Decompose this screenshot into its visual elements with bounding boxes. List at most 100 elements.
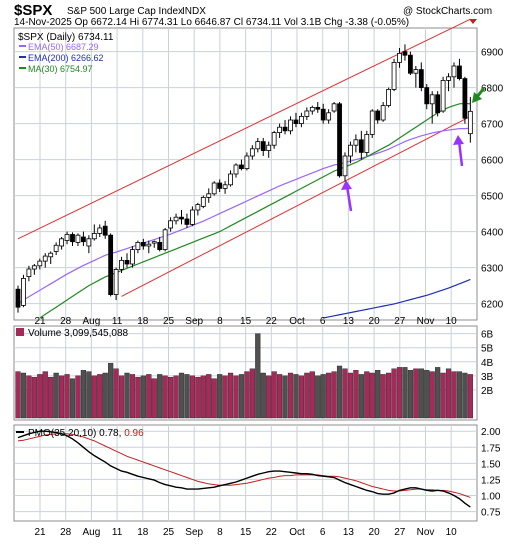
ma30-swatch [19,67,26,69]
ma30-legend: MA(30) 6754.97 [28,64,93,74]
candle-body [206,193,212,198]
candle-body [26,268,32,278]
candle-body [168,220,174,229]
volume-bar [413,368,419,419]
volume-bar [59,375,65,419]
candle-body [48,252,54,258]
price-tick-label: 6400 [481,228,504,239]
volume-bar [287,372,294,419]
candle-body [244,155,250,169]
price-legend: $SPX (Daily) 6734.11 EMA(50) 6687.29 EMA… [18,32,114,74]
candle-body [467,110,473,135]
volume-bar [69,378,76,419]
date-tick-label-bottom: Sep [185,527,203,538]
candle-body [457,65,462,79]
date-tick-label: 10 [446,316,458,327]
volume-bar [31,377,37,419]
candle-body [173,216,179,222]
date-tick-label: 13 [343,316,355,327]
volume-bar [320,374,326,419]
pmo-lines [17,430,471,508]
volume-bar [255,333,261,419]
candle-body [282,126,288,132]
candle-body [239,164,244,169]
volume-bar [20,372,27,419]
volume-bar [108,362,114,419]
price-tick-label: 6500 [481,192,504,203]
ema200-swatch [19,56,26,58]
candle-body [342,155,348,177]
volume-bar [249,368,255,419]
volume-bar [440,372,446,419]
date-axis: 21 28 Aug 11 18 25 Sep 8 15 22 Oct 6 13 20 27 Nov 10 21 28… [34,316,457,538]
candle-body [386,89,392,107]
price-tick-label: 6800 [481,84,504,95]
volume-bar [369,372,375,419]
volume-bar [167,377,174,419]
volume-bar [151,378,157,419]
candle-body [418,69,424,88]
volume-bar [15,371,21,419]
volume-bar [124,372,130,419]
candle-body [304,110,310,117]
candle-body [413,69,419,74]
candle-body [184,218,190,225]
volume-bar [435,367,441,419]
candle-body [397,53,402,63]
volume-bar [195,377,201,419]
candle-body [15,288,21,308]
candle-body [249,148,255,157]
candle-body [331,103,337,112]
candle-body [407,54,413,74]
ema50-legend: EMA(50) 6687.29 [28,42,99,52]
date-tick-label: Aug [83,316,101,327]
volume-bar [353,369,359,419]
candle-body [86,238,92,247]
candle-body [200,196,206,207]
date-tick-label: 20 [369,316,381,327]
candle-body [446,76,451,81]
volume-bar [233,375,239,419]
candle-body [179,216,184,220]
pmo-title: PMO(35,20,10) 0.78, 0.96 [28,428,144,439]
candle-body [375,110,381,121]
candle-body [348,144,353,157]
pmo-tick-label: 1.25 [481,475,501,486]
volume-bar [298,375,305,419]
candle-body [81,236,86,243]
volume-bar [326,372,332,419]
candle-body [315,107,321,110]
volume-bar [347,372,354,419]
pmo-tick-label: 0.75 [481,508,501,519]
date-tick-label: 25 [163,316,175,327]
date-tick-label-bottom: Oct [289,527,305,538]
volume-bar [244,371,250,419]
volume-bar [402,367,408,419]
annotation-arrows [341,87,486,212]
volume-bar [227,372,234,419]
pmo-signal-line [17,433,471,498]
volume-bar [331,371,337,419]
volume-bar [140,375,146,419]
candle-body [53,244,59,252]
candle-body [70,234,75,243]
volume-swatch [16,328,24,336]
date-tick-label-bottom: 28 [60,527,72,538]
volume-bar [429,371,435,419]
date-tick-label-bottom: 11 [112,527,123,538]
pmo-tick-label: 1.75 [481,443,501,454]
candles [15,44,473,313]
candle-body [462,78,468,119]
volume-bar [260,372,266,419]
volume-title: Volume 3,099,545,088 [28,328,129,339]
candle-body [130,249,135,265]
candle-body [233,164,239,175]
exchange: INDX [182,6,206,17]
volume-bar [64,374,70,419]
candle-body [266,144,272,151]
candle-body [91,232,97,240]
pmo-tick-label: 2.00 [481,427,501,438]
volume-bar [91,375,97,419]
